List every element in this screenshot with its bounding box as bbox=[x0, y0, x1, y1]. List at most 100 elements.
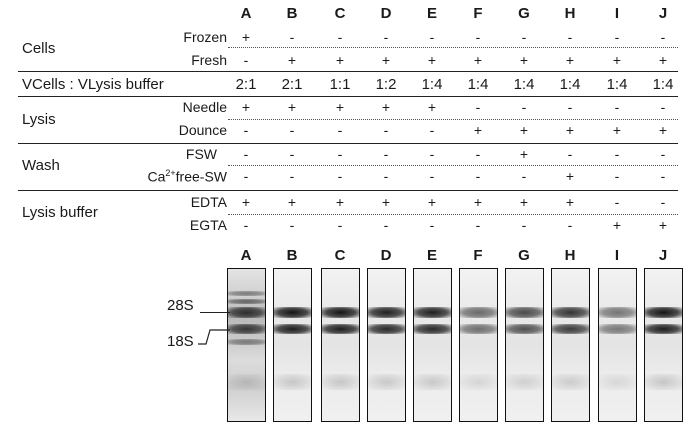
gel-lane-header-B: B bbox=[286, 247, 298, 264]
cell-wash-fsw-C: - bbox=[337, 146, 343, 162]
gel-lane-header-E: E bbox=[426, 247, 437, 264]
cell-ratio-C: 1:1 bbox=[329, 76, 351, 93]
gel-lane-C bbox=[320, 268, 360, 422]
band-28s-A bbox=[227, 307, 265, 318]
band-low-mw-G bbox=[505, 374, 543, 390]
band-low-mw-B bbox=[273, 374, 311, 390]
dotted-separator-lysis bbox=[228, 119, 678, 120]
cell-buffer-edta-B: + bbox=[287, 194, 297, 210]
cell-lysis-needle-B: + bbox=[287, 99, 297, 115]
cell-cells-fresh-B: + bbox=[287, 52, 297, 68]
separator-ratio-top bbox=[18, 71, 678, 72]
gel-lane-header-F: F bbox=[473, 247, 483, 264]
needle-label: Needle bbox=[182, 99, 227, 115]
cell-cells-frozen-E: - bbox=[429, 29, 435, 45]
cell-wash-fsw-E: - bbox=[429, 146, 435, 162]
cell-cells-fresh-E: + bbox=[427, 52, 437, 68]
cell-cells-frozen-C: - bbox=[337, 29, 343, 45]
cell-cells-fresh-D: + bbox=[381, 52, 391, 68]
cell-lysis-needle-J: - bbox=[660, 99, 666, 115]
cell-cells-fresh-G: + bbox=[519, 52, 529, 68]
cell-wash-ca-H: + bbox=[565, 168, 575, 184]
cell-cells-frozen-B: - bbox=[289, 29, 295, 45]
cell-ratio-E: 1:4 bbox=[421, 76, 443, 93]
cell-cells-fresh-J: + bbox=[658, 52, 668, 68]
band-18s-I bbox=[598, 324, 636, 334]
band-18s-J bbox=[644, 324, 682, 334]
column-header-A: A bbox=[240, 5, 252, 22]
cell-lysis-needle-E: + bbox=[427, 99, 437, 115]
band-28s-G bbox=[505, 307, 543, 318]
gel-lane-header-C: C bbox=[334, 247, 346, 264]
cell-buffer-edta-F: + bbox=[473, 194, 483, 210]
cell-buffer-edta-H: + bbox=[565, 194, 575, 210]
gel-lane-header-D: D bbox=[380, 247, 392, 264]
cell-ratio-D: 1:2 bbox=[375, 76, 397, 93]
band-28s-H bbox=[551, 307, 589, 318]
band-28s-F bbox=[459, 307, 497, 318]
column-header-I: I bbox=[614, 5, 620, 22]
edta-label: EDTA bbox=[190, 194, 227, 210]
column-header-E: E bbox=[426, 5, 437, 22]
cell-lysis-needle-G: - bbox=[521, 99, 527, 115]
cell-wash-fsw-J: - bbox=[660, 146, 666, 162]
cell-lysis-needle-F: - bbox=[475, 99, 481, 115]
separator-ratio-bottom bbox=[18, 96, 678, 97]
cell-lysis-needle-D: + bbox=[381, 99, 391, 115]
band-18s-G bbox=[505, 324, 543, 334]
cell-ratio-G: 1:4 bbox=[513, 76, 535, 93]
cell-lysis-needle-A: + bbox=[241, 99, 251, 115]
cell-lysis-dounce-J: + bbox=[658, 122, 668, 138]
band-low-mw-E bbox=[413, 374, 451, 390]
gel-lane-G bbox=[504, 268, 544, 422]
cell-lysis-dounce-F: + bbox=[473, 122, 483, 138]
cell-buffer-edta-E: + bbox=[427, 194, 437, 210]
band-18s-E bbox=[413, 324, 451, 334]
cell-buffer-edta-J: - bbox=[660, 194, 666, 210]
dounce-label: Dounce bbox=[178, 122, 227, 138]
cell-wash-ca-G: - bbox=[521, 168, 527, 184]
lysis-buffer-label: Lysis buffer bbox=[22, 204, 98, 221]
column-header-J: J bbox=[658, 5, 668, 22]
cell-wash-ca-E: - bbox=[429, 168, 435, 184]
band-18s-F bbox=[459, 324, 497, 334]
cell-wash-fsw-D: - bbox=[383, 146, 389, 162]
cell-wash-fsw-A: - bbox=[243, 146, 249, 162]
cell-buffer-edta-C: + bbox=[335, 194, 345, 210]
cell-buffer-egta-B: - bbox=[289, 217, 295, 233]
cell-buffer-edta-A: + bbox=[241, 194, 251, 210]
band-28s-C bbox=[321, 307, 359, 318]
cell-cells-frozen-G: - bbox=[521, 29, 527, 45]
band-smear-upper-A bbox=[227, 291, 265, 296]
dotted-separator-wash bbox=[228, 165, 678, 166]
cell-buffer-egta-J: + bbox=[658, 217, 668, 233]
marker-18s-line bbox=[198, 329, 230, 345]
cell-lysis-needle-H: - bbox=[567, 99, 573, 115]
cell-wash-ca-I: - bbox=[614, 168, 620, 184]
dotted-separator-buffer bbox=[228, 214, 678, 215]
cell-wash-ca-C: - bbox=[337, 168, 343, 184]
cell-wash-fsw-H: - bbox=[567, 146, 573, 162]
cell-buffer-edta-G: + bbox=[519, 194, 529, 210]
cell-wash-fsw-I: - bbox=[614, 146, 620, 162]
ca-free-sw-label: Ca2+free-SW bbox=[147, 168, 227, 185]
cell-buffer-edta-I: - bbox=[614, 194, 620, 210]
cell-buffer-egta-I: + bbox=[612, 217, 622, 233]
cell-buffer-egta-G: - bbox=[521, 217, 527, 233]
cell-buffer-egta-A: - bbox=[243, 217, 249, 233]
band-18s-C bbox=[321, 324, 359, 334]
band-18s-D bbox=[367, 324, 405, 334]
cell-wash-ca-B: - bbox=[289, 168, 295, 184]
cell-wash-fsw-F: - bbox=[475, 146, 481, 162]
column-header-B: B bbox=[286, 5, 298, 22]
marker-28s-label: 28S bbox=[167, 297, 194, 314]
fresh-label: Fresh bbox=[191, 52, 227, 68]
cell-cells-frozen-J: - bbox=[660, 29, 666, 45]
cell-lysis-needle-I: - bbox=[614, 99, 620, 115]
cell-buffer-egta-E: - bbox=[429, 217, 435, 233]
cell-lysis-needle-C: + bbox=[335, 99, 345, 115]
band-low-mw-F bbox=[459, 374, 497, 390]
separator-buffer-top bbox=[18, 190, 678, 191]
cell-cells-frozen-D: - bbox=[383, 29, 389, 45]
cell-wash-ca-D: - bbox=[383, 168, 389, 184]
